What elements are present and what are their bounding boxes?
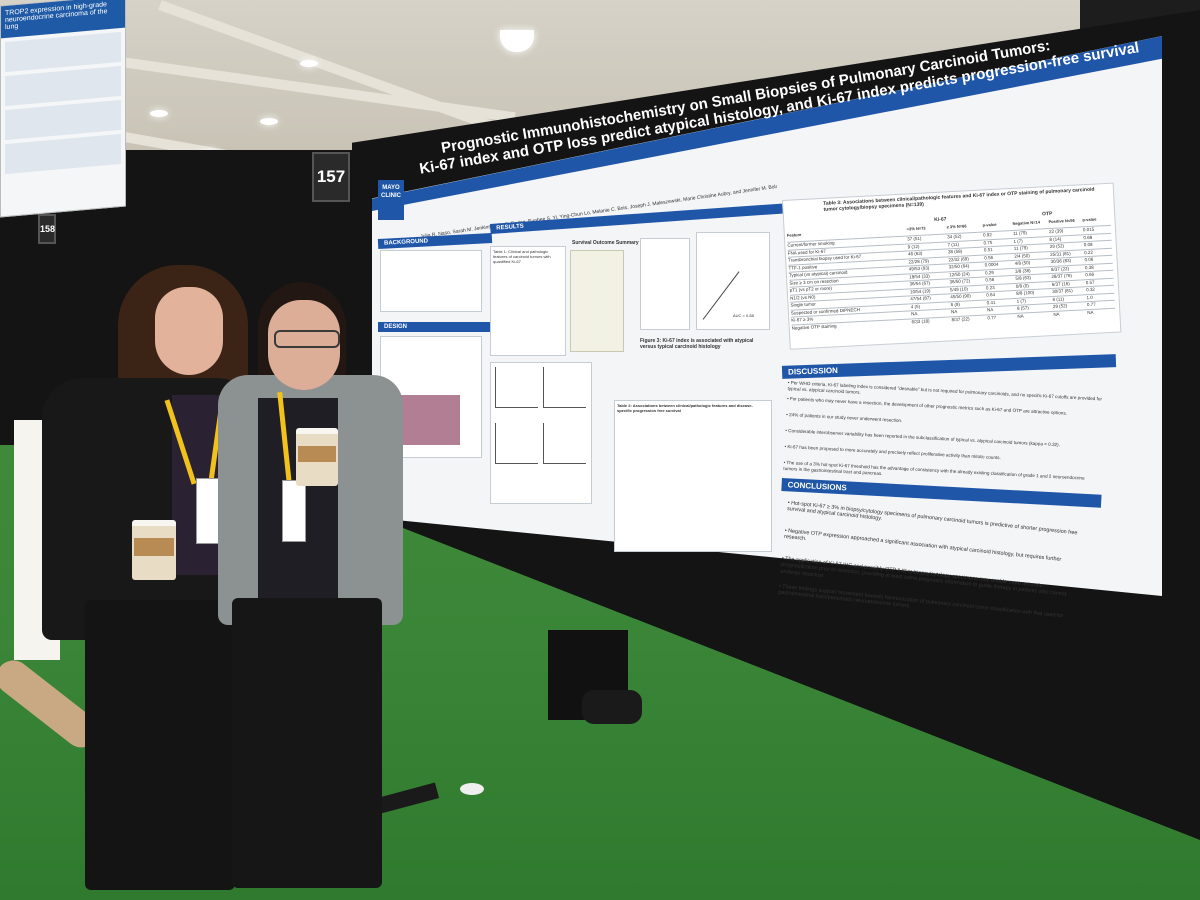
ceiling-light (150, 110, 168, 117)
tube-cap (460, 783, 484, 795)
booth-number-158: 158 (38, 214, 56, 244)
woman-right-face (268, 300, 340, 390)
coffee-sleeve (298, 446, 336, 462)
neighbor-poster-panel (5, 133, 121, 175)
ceiling-light (300, 60, 318, 67)
woman-right-trousers (232, 598, 382, 888)
pendant-lamp (500, 30, 534, 52)
neighbor-poster-panel (5, 65, 121, 107)
person-behind-board-shoe (582, 690, 642, 724)
woman-left-trousers (85, 600, 235, 890)
booth-number-157: 157 (312, 152, 350, 202)
eyeglasses (274, 330, 340, 348)
neighbor-poster: TROP2 expression in high-grade neuroendo… (0, 0, 126, 218)
ceiling-light (260, 118, 278, 125)
name-badge (282, 480, 306, 542)
neighbor-poster-panel (5, 31, 121, 73)
coffee-sleeve (134, 538, 174, 556)
neighbor-poster-panel (5, 99, 121, 141)
woman-left-face (155, 287, 223, 375)
